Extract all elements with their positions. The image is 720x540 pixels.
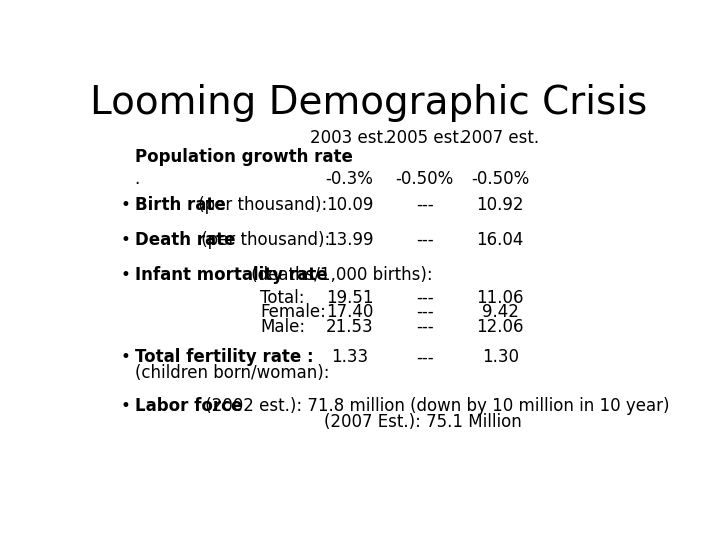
Text: (per thousand):: (per thousand): <box>193 196 328 214</box>
Text: 17.40: 17.40 <box>325 303 373 321</box>
Text: 10.92: 10.92 <box>477 196 524 214</box>
Text: Looming Demographic Crisis: Looming Demographic Crisis <box>91 84 647 122</box>
Text: Birth rate: Birth rate <box>135 196 225 214</box>
Text: Total fertility rate :: Total fertility rate : <box>135 348 313 366</box>
Text: Male:: Male: <box>260 318 305 335</box>
Text: •: • <box>121 348 130 366</box>
Text: 1.30: 1.30 <box>482 348 518 366</box>
Text: (per thousand):: (per thousand): <box>196 231 330 249</box>
Text: 2005 est.: 2005 est. <box>386 129 464 147</box>
Text: •: • <box>121 196 130 214</box>
Text: 16.04: 16.04 <box>477 231 524 249</box>
Text: Female:: Female: <box>260 303 326 321</box>
Text: ---: --- <box>416 231 433 249</box>
Text: 12.06: 12.06 <box>477 318 524 335</box>
Text: 1.33: 1.33 <box>331 348 368 366</box>
Text: (deaths/1,000 births):: (deaths/1,000 births): <box>246 266 433 284</box>
Text: ---: --- <box>416 348 433 366</box>
Text: ---: --- <box>416 318 433 335</box>
Text: ---: --- <box>416 288 433 307</box>
Text: ---: --- <box>416 303 433 321</box>
Text: 19.51: 19.51 <box>325 288 373 307</box>
Text: 10.09: 10.09 <box>325 196 373 214</box>
Text: ---: --- <box>416 196 433 214</box>
Text: -0.50%: -0.50% <box>471 170 529 187</box>
Text: -0.3%: -0.3% <box>325 170 374 187</box>
Text: Labor force: Labor force <box>135 397 242 415</box>
Text: Total:: Total: <box>260 288 305 307</box>
Text: -0.50%: -0.50% <box>396 170 454 187</box>
Text: 2007 est.: 2007 est. <box>461 129 539 147</box>
Text: (children born/woman):: (children born/woman): <box>135 364 329 382</box>
Text: Infant mortality rate: Infant mortality rate <box>135 266 328 284</box>
Text: (2002 est.): 71.8 million (down by 10 million in 10 year): (2002 est.): 71.8 million (down by 10 mi… <box>200 397 670 415</box>
Text: (2007 Est.): 75.1 Million: (2007 Est.): 75.1 Million <box>324 413 522 431</box>
Text: 9.42: 9.42 <box>482 303 518 321</box>
Text: 2003 est.: 2003 est. <box>310 129 389 147</box>
Text: Death rate: Death rate <box>135 231 235 249</box>
Text: Population growth rate: Population growth rate <box>135 148 353 166</box>
Text: •: • <box>121 397 130 415</box>
Text: •: • <box>121 266 130 284</box>
Text: •: • <box>121 231 130 249</box>
Text: .: . <box>135 170 140 187</box>
Text: 13.99: 13.99 <box>325 231 373 249</box>
Text: 21.53: 21.53 <box>325 318 373 335</box>
Text: 11.06: 11.06 <box>477 288 524 307</box>
